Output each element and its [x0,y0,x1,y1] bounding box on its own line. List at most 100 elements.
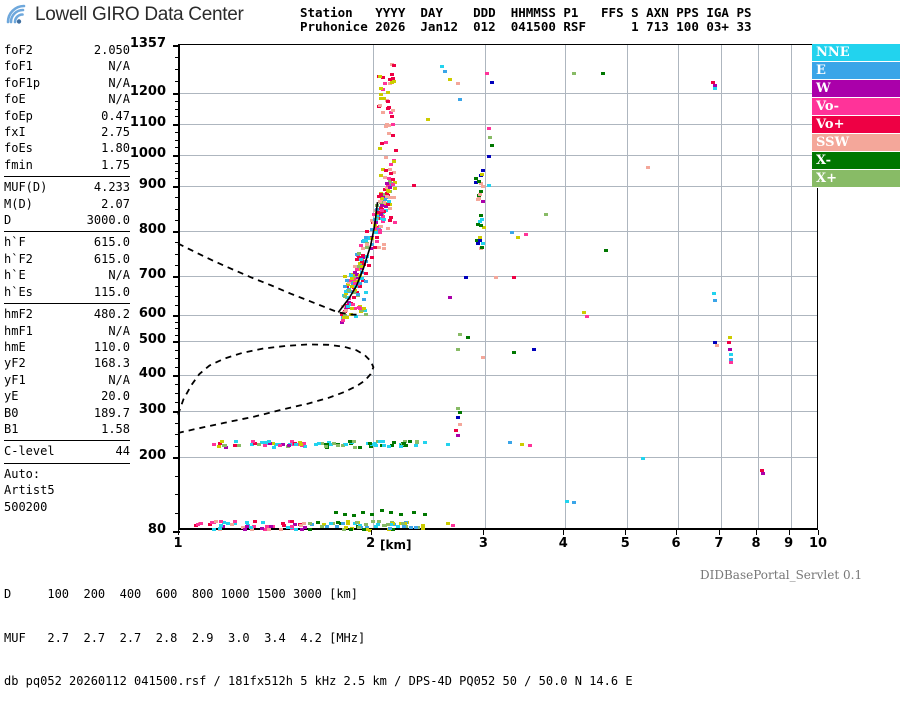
echo-point [388,215,393,219]
echo-point [440,65,445,69]
echo-point [263,444,268,448]
y-axis-minor-tick [175,163,180,164]
echo-point [379,203,384,207]
echo-point [277,442,282,446]
echo-point [399,512,404,516]
echo-point [355,290,360,294]
y-axis-minor-tick [175,109,180,110]
echo-point [364,245,369,249]
echo-point [388,171,393,175]
legend-item-x[interactable]: X- [812,152,900,170]
echo-point [347,281,352,285]
echo-point [379,142,384,146]
echo-point [349,284,354,288]
param-key: h`E [4,268,26,283]
echo-point [380,215,385,218]
param-row: M(D) 2.07 [4,196,130,212]
echo-point [407,439,412,443]
x-axis-tick [178,530,179,535]
param-row: hmF1 N/A [4,323,130,339]
y-axis-tick [173,375,180,377]
echo-point [214,520,219,524]
legend-item-nne[interactable]: NNE [812,44,900,62]
legend-item-ssw[interactable]: SSW [812,134,900,152]
echo-point [382,246,387,250]
echo-point [487,127,492,131]
param-row: foF2 2.050 [4,42,130,58]
x-axis-tick-label: 10 [808,536,828,551]
echo-point [478,238,483,242]
grid-line-horizontal [180,457,817,458]
echo-point [343,512,348,516]
echo-point [362,308,367,312]
echo-point [345,296,350,300]
echo-point [362,297,367,301]
param-row: D 3000.0 [4,212,130,228]
echo-point [392,159,397,163]
echo-point [352,445,357,449]
echo-point [375,240,380,243]
echo-point [382,175,387,179]
echo-point [388,218,393,222]
echo-point [346,304,351,308]
x-axis-tick-label: 7 [714,536,724,551]
param-key: B1 [4,421,19,436]
echo-point [372,246,377,250]
echo-point [243,527,248,531]
echo-point [245,524,250,528]
param-value: N/A [108,268,130,283]
legend-item-vo[interactable]: Vo+ [812,116,900,134]
echo-point [384,169,389,173]
echo-point [341,315,346,319]
legend-item-e[interactable]: E [812,62,900,80]
echo-point [386,202,391,206]
echo-point [358,524,363,528]
param-key: foF1 [4,59,33,74]
grid-line-horizontal [180,341,817,342]
echo-point [381,193,386,197]
y-axis-minor-tick [175,393,180,394]
echo-point [324,442,329,446]
y-axis-tick-label: 800 [138,222,166,237]
x-axis-tick [563,530,565,535]
echo-point [385,181,390,185]
echo-point [271,445,276,449]
echo-point [333,511,338,515]
echo-point [360,254,365,258]
echo-point [458,97,463,101]
x-axis-tick [370,530,372,535]
echo-point [378,224,383,228]
param-value: 3000.0 [86,213,130,228]
echo-point [378,174,383,178]
logo-title: Lowell GIRO Data Center [35,4,244,25]
echo-point [348,302,353,306]
y-axis-minor-tick [175,322,180,323]
grid-line-horizontal [180,276,817,277]
echo-point [211,442,216,446]
echo-point [324,525,329,529]
echo-point [357,281,362,285]
echo-point [363,523,368,527]
servlet-version-tag: DIDBasePortal_Servlet 0.1 [700,568,863,582]
legend-item-w[interactable]: W [812,80,900,98]
param-row: B0 189.7 [4,405,130,421]
param-key: B0 [4,405,19,420]
echo-point [375,235,380,239]
echo-point [352,440,357,444]
grid-line-horizontal [180,155,817,156]
echo-point [211,528,216,532]
grid-line-vertical [627,45,629,528]
echo-point [381,76,386,80]
legend-item-vo[interactable]: Vo- [812,98,900,116]
plot-area[interactable] [173,44,818,533]
x-axis-tick [718,530,720,535]
echo-point [364,291,369,295]
y-axis-minor-tick [175,209,180,210]
echo-point [710,80,715,84]
param-key: foEs [4,141,33,156]
legend-item-x[interactable]: X+ [812,170,900,188]
param-key: foE [4,92,26,107]
echo-point [379,97,384,101]
param-key: hmF1 [4,323,33,338]
ionogram-plot[interactable]: 1357 1200 1100 1000 900 800 700 600 500 400 300 200… [130,36,827,551]
